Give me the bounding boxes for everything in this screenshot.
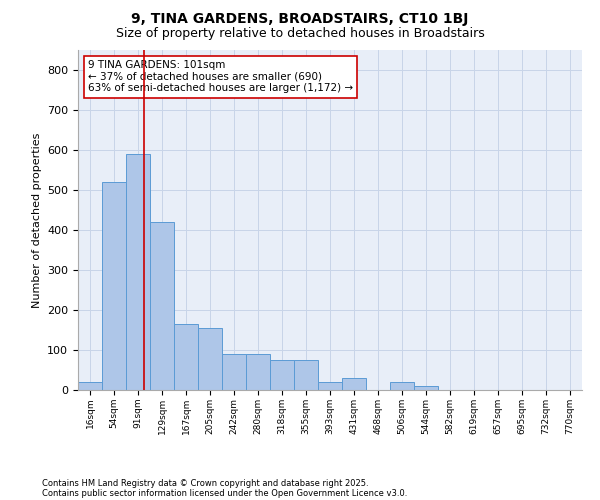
Bar [198,328,222,390]
Text: Contains HM Land Registry data © Crown copyright and database right 2025.: Contains HM Land Registry data © Crown c… [42,478,368,488]
Bar [150,222,174,390]
Text: Contains public sector information licensed under the Open Government Licence v3: Contains public sector information licen… [42,488,407,498]
Bar [294,360,318,390]
Text: Size of property relative to detached houses in Broadstairs: Size of property relative to detached ho… [116,28,484,40]
Bar [270,360,294,390]
Bar [222,354,246,390]
Text: 9 TINA GARDENS: 101sqm
← 37% of detached houses are smaller (690)
63% of semi-de: 9 TINA GARDENS: 101sqm ← 37% of detached… [88,60,353,94]
Bar [318,382,342,390]
Text: 9, TINA GARDENS, BROADSTAIRS, CT10 1BJ: 9, TINA GARDENS, BROADSTAIRS, CT10 1BJ [131,12,469,26]
Bar [342,378,366,390]
Bar [126,154,150,390]
Bar [102,182,126,390]
Y-axis label: Number of detached properties: Number of detached properties [32,132,41,308]
Bar [414,386,438,390]
Bar [390,382,414,390]
Bar [174,324,198,390]
Bar [78,382,102,390]
Bar [246,354,270,390]
